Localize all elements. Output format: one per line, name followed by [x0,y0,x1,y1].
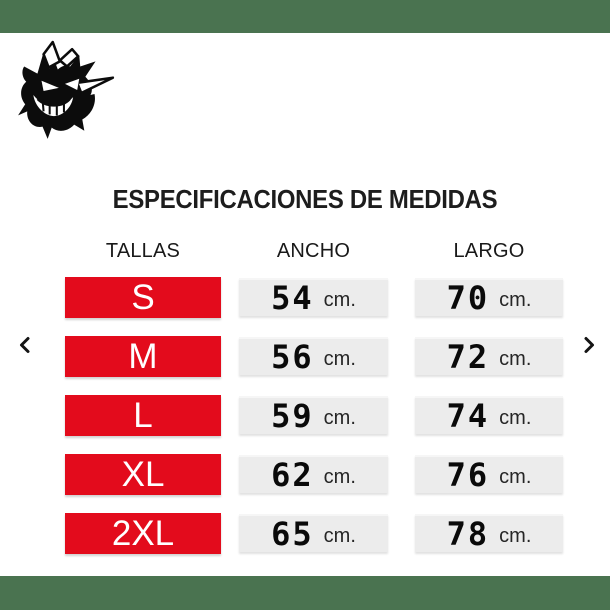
size-badge: M [65,336,221,377]
table-row: M 56 cm. 72 cm. [65,336,563,395]
measure-value: 78 [446,515,490,553]
size-badge: 2XL [65,513,221,554]
measure-value: 59 [271,397,314,435]
ancho-cell: 54 cm. [239,278,388,316]
measure-unit: cm. [323,525,356,547]
size-table: TALLAS ANCHO LARGO S 54 cm. 70 cm. M 56 … [65,238,563,572]
chevron-left-icon [19,337,29,353]
measure-value: 70 [446,279,490,317]
measure-unit: cm. [499,466,532,488]
measure-value: 76 [446,456,490,494]
ancho-cell: 62 cm. [239,455,388,493]
bottom-accent-band [0,576,610,610]
measure-unit: cm. [323,466,356,488]
gengar-icon [18,40,115,139]
measure-unit: cm. [499,289,532,311]
measure-value: 74 [446,397,490,435]
top-accent-band [0,0,610,33]
largo-cell: 70 cm. [415,278,563,316]
ancho-cell: 56 cm. [239,337,388,375]
measure-unit: cm. [323,407,356,429]
table-header-row: TALLAS ANCHO LARGO [65,238,563,277]
measure-value: 72 [446,338,490,376]
measure-unit: cm. [499,348,532,370]
carousel-prev-button[interactable] [15,334,33,356]
largo-cell: 72 cm. [415,337,563,375]
ancho-cell: 65 cm. [239,514,388,552]
column-header-ancho: ANCHO [276,240,351,262]
largo-cell: 76 cm. [415,455,563,493]
chevron-right-icon [584,337,594,353]
size-chart-title: ESPECIFICACIONES DE MEDIDAS [112,184,498,214]
measure-value: 56 [271,338,314,376]
largo-cell: 78 cm. [415,514,563,552]
measure-unit: cm. [323,348,356,370]
measure-value: 65 [271,515,314,553]
size-badge: XL [65,454,221,495]
ancho-cell: 59 cm. [239,396,388,434]
column-header-tallas: TALLAS [105,240,181,262]
table-row: XL 62 cm. 76 cm. [65,454,563,513]
measure-value: 54 [271,279,314,317]
largo-cell: 74 cm. [415,396,563,434]
measure-unit: cm. [499,407,532,429]
measure-unit: cm. [323,289,356,311]
brand-logo [14,40,120,146]
table-row: L 59 cm. 74 cm. [65,395,563,454]
size-badge: S [65,277,221,318]
measure-unit: cm. [499,525,532,547]
measure-value: 62 [271,456,314,494]
table-row: S 54 cm. 70 cm. [65,277,563,336]
table-row: 2XL 65 cm. 78 cm. [65,513,563,572]
carousel-next-button[interactable] [580,334,598,356]
column-header-largo: LARGO [453,240,525,262]
size-badge: L [65,395,221,436]
